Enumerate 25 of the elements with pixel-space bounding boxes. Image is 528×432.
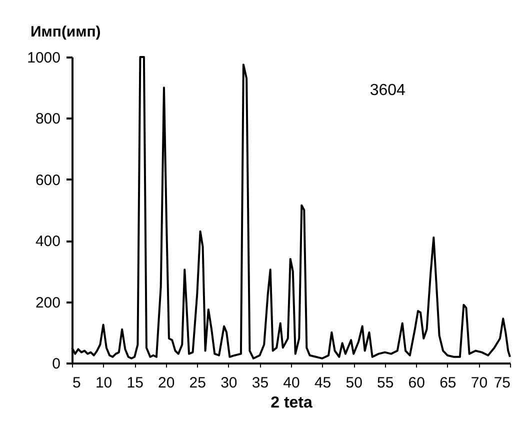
- x-tick-label: 5: [72, 374, 81, 392]
- y-tick-label: 800: [35, 110, 60, 128]
- x-tick-label: 60: [408, 374, 425, 392]
- x-tick-label: 65: [440, 374, 456, 392]
- y-tick-label: 1000: [27, 50, 60, 66]
- x-tick-label: 70: [470, 374, 488, 392]
- x-tick-label: 55: [377, 374, 394, 392]
- x-tick-label: 75: [494, 374, 510, 392]
- x-tick-label: 40: [283, 374, 300, 392]
- x-tick-label: 35: [252, 374, 269, 392]
- x-axis-title: 2 teta: [270, 394, 312, 412]
- x-tick-label: 50: [346, 374, 362, 392]
- x-tick-label: 15: [126, 374, 144, 392]
- x-tick-label: 20: [158, 374, 175, 392]
- x-tick-label: 10: [95, 374, 112, 392]
- x-tick-label: 30: [220, 374, 238, 392]
- y-tick-label: 400: [35, 233, 60, 250]
- x-tick-label: 25: [189, 374, 206, 392]
- x-tick-label: 45: [314, 374, 332, 392]
- line-series: [71, 56, 511, 360]
- y-axis-title: Имп(имп): [30, 24, 101, 40]
- y-tick-label: 600: [35, 172, 60, 189]
- y-tick-label: 200: [35, 294, 60, 312]
- annotation: 3604: [370, 82, 406, 99]
- y-tick-label: 0: [52, 356, 60, 372]
